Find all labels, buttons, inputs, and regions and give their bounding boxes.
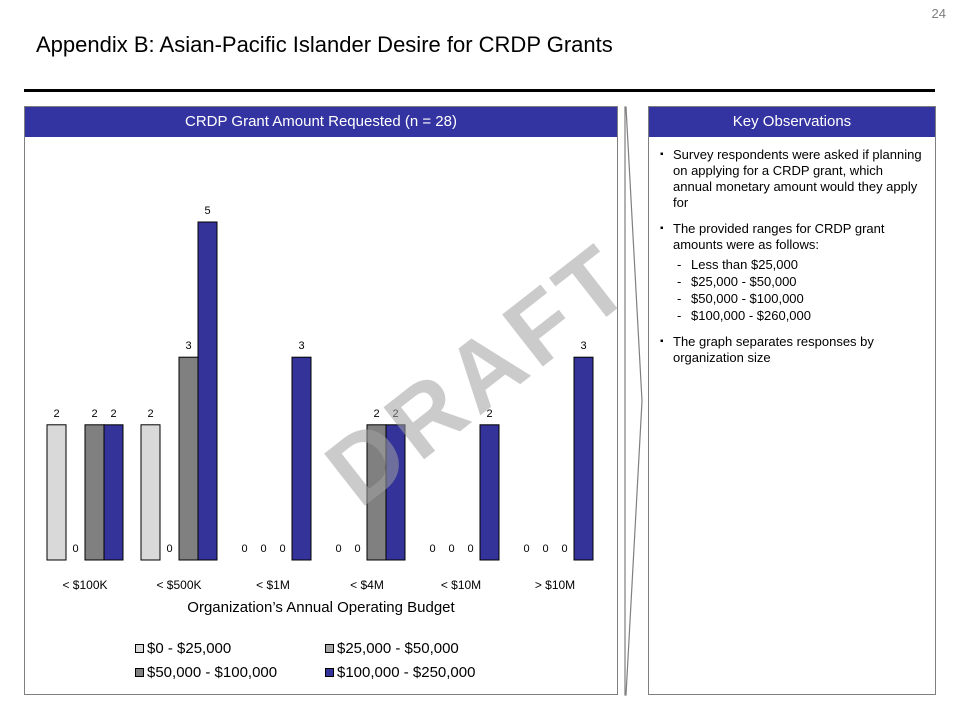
data-label: 0 — [561, 543, 567, 555]
data-label: 0 — [166, 543, 172, 555]
x-tick-label: < $4M — [350, 578, 384, 592]
bar — [84, 424, 105, 561]
x-tick-label: > $10M — [535, 578, 575, 592]
legend-label-s4: $100,000 - $250,000 — [337, 663, 476, 681]
legend-swatch-s4 — [325, 667, 334, 677]
bar — [140, 424, 161, 561]
chart-legend: $0 - $25,000 $25,000 - $50,000 $50,000 -… — [135, 637, 515, 685]
range-item: Less than $25,000 — [675, 256, 923, 273]
legend-label-s1: $0 - $25,000 — [147, 639, 232, 657]
data-label: 2 — [392, 408, 398, 420]
bar — [178, 356, 199, 561]
data-label: 0 — [429, 543, 435, 555]
legend-label-s3: $50,000 - $100,000 — [147, 663, 278, 681]
bar — [573, 356, 594, 561]
bar — [291, 356, 312, 561]
legend-item-s2: $25,000 - $50,000 — [325, 640, 515, 657]
legend-row: $50,000 - $100,000 $100,000 - $250,000 — [135, 661, 515, 683]
bar — [46, 424, 67, 561]
range-item: $25,000 - $50,000 — [675, 273, 923, 290]
data-label: 3 — [185, 340, 191, 352]
chevron-arrow-icon — [624, 106, 643, 696]
data-label: 2 — [486, 408, 492, 420]
data-label: 2 — [53, 408, 59, 420]
legend-swatch-s3 — [135, 667, 144, 677]
observation-text: The provided ranges for CRDP grant amoun… — [673, 221, 885, 252]
bar — [103, 424, 124, 561]
data-label: 0 — [279, 543, 285, 555]
data-label: 0 — [448, 543, 454, 555]
bar-chart: 2 0 2 2 < $100K 2 0 3 5 < $500K 0 0 0 3 < $1M 0 0 2 2 < $4M… — [46, 205, 594, 616]
data-label: 3 — [298, 340, 304, 352]
x-tick-label: < $100K — [62, 578, 107, 592]
observations-list: Survey respondents were asked if plannin… — [649, 137, 935, 366]
observations-panel: Key Observations Survey respondents were… — [648, 106, 936, 695]
observation-bullet: Survey respondents were asked if plannin… — [657, 147, 923, 211]
data-label: 3 — [580, 340, 586, 352]
bar — [366, 424, 387, 561]
legend-item-s3: $50,000 - $100,000 — [135, 664, 325, 681]
bar — [197, 221, 218, 561]
data-label: 2 — [91, 408, 97, 420]
data-label: 0 — [542, 543, 548, 555]
x-tick-label: < $500K — [156, 578, 201, 592]
data-label: 5 — [204, 205, 210, 217]
observations-header: Key Observations — [649, 107, 935, 137]
legend-item-s1: $0 - $25,000 — [135, 640, 325, 657]
x-tick-label: < $10M — [441, 578, 481, 592]
chart-panel-header: CRDP Grant Amount Requested (n = 28) — [25, 107, 617, 137]
slide-title: Appendix B: Asian-Pacific Islander Desir… — [36, 32, 613, 57]
legend-item-s4: $100,000 - $250,000 — [325, 664, 515, 681]
legend-swatch-s1 — [135, 643, 144, 653]
title-rule — [24, 89, 935, 92]
data-label: 0 — [523, 543, 529, 555]
data-label: 2 — [147, 408, 153, 420]
data-label: 0 — [260, 543, 266, 555]
data-label: 0 — [335, 543, 341, 555]
observation-bullet: The graph separates responses by organiz… — [657, 334, 923, 366]
x-tick-label: < $1M — [256, 578, 290, 592]
data-label: 0 — [72, 543, 78, 555]
observation-text: Survey respondents were asked if plannin… — [673, 147, 922, 210]
range-item: $50,000 - $100,000 — [675, 290, 923, 307]
range-item: $100,000 - $260,000 — [675, 307, 923, 324]
legend-swatch-s2 — [325, 643, 334, 653]
bar — [479, 424, 500, 561]
page-number: 24 — [931, 6, 946, 21]
legend-label-s2: $25,000 - $50,000 — [337, 639, 459, 657]
observation-bullet: The provided ranges for CRDP grant amoun… — [657, 221, 923, 324]
bar — [385, 424, 406, 561]
data-label: 0 — [467, 543, 473, 555]
legend-row: $0 - $25,000 $25,000 - $50,000 — [135, 637, 515, 659]
range-list: Less than $25,000 $25,000 - $50,000 $50,… — [673, 256, 923, 324]
x-axis-label: Organization’s Annual Operating Budget — [187, 599, 455, 616]
data-label: 0 — [354, 543, 360, 555]
data-label: 2 — [373, 408, 379, 420]
data-label: 2 — [110, 408, 116, 420]
data-label: 0 — [241, 543, 247, 555]
observation-text: The graph separates responses by organiz… — [673, 334, 874, 365]
